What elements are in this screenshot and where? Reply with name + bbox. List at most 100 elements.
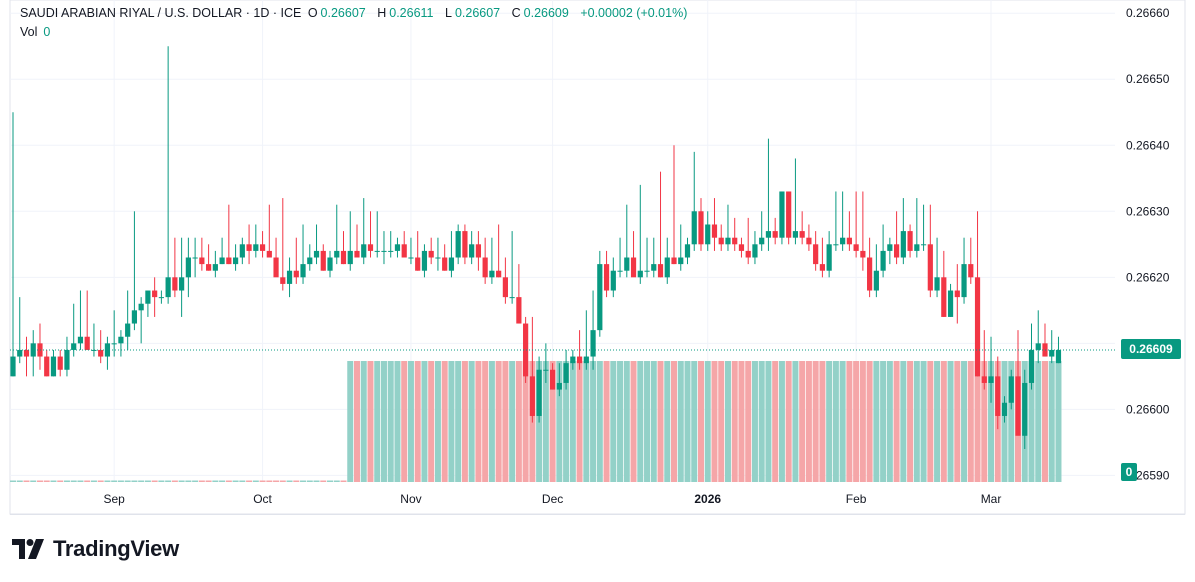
open-label: O: [307, 6, 318, 20]
volume-bar: [380, 361, 387, 482]
candle-body: [455, 231, 461, 258]
candle-body: [415, 257, 421, 271]
candle-body: [475, 244, 482, 258]
candle-body: [651, 264, 657, 271]
volume-bar: [151, 480, 158, 482]
candle: [947, 283, 954, 317]
candle-body: [893, 244, 900, 258]
candle: [1035, 310, 1041, 364]
volume-bar: [981, 361, 988, 482]
candle-body: [212, 264, 218, 271]
candle: [610, 257, 616, 298]
candle-body: [543, 369, 549, 371]
volume-bar: [583, 361, 590, 482]
candle: [819, 237, 825, 278]
candle: [570, 349, 576, 370]
candle: [64, 336, 70, 377]
candle: [158, 290, 164, 304]
candle: [1042, 323, 1048, 357]
candle-body: [1001, 402, 1008, 416]
volume-bar: [826, 361, 833, 482]
candle: [900, 198, 906, 265]
candle-body: [590, 330, 596, 357]
candle: [657, 171, 664, 278]
candle: [469, 231, 475, 265]
symbol-legend: SAUDI ARABIAN RIYAL / U.S. DOLLAR · 1D ·…: [20, 6, 690, 20]
chart-area[interactable]: 0.265900.266000.266100.266200.266300.266…: [0, 0, 1195, 515]
candle-body: [745, 250, 751, 258]
candle: [44, 349, 50, 377]
candle-body: [192, 257, 198, 259]
volume-bar: [590, 361, 597, 482]
volume-bar: [428, 361, 435, 482]
candle-body: [516, 297, 522, 324]
candle: [334, 204, 340, 265]
volume-bar: [724, 361, 731, 482]
volume-bar: [940, 361, 947, 482]
candle-body: [482, 257, 488, 278]
candle-body: [84, 336, 90, 350]
candle: [502, 257, 508, 304]
volume-bar: [711, 361, 718, 482]
candle: [286, 257, 293, 298]
volume-bar: [185, 480, 192, 482]
volume-bar: [239, 480, 246, 482]
candle: [232, 244, 239, 271]
volume-bar: [293, 480, 300, 482]
volume-bar: [772, 361, 779, 482]
volume-bar: [967, 361, 974, 482]
candle-body: [941, 277, 947, 317]
candle: [489, 237, 495, 284]
candle-body: [293, 270, 299, 278]
candle: [246, 224, 252, 265]
candle: [590, 290, 596, 370]
volume-bar: [1048, 361, 1055, 482]
open-value: 0.26607: [320, 6, 366, 20]
candle: [266, 204, 272, 258]
volume-bar: [104, 480, 111, 482]
candle: [253, 224, 259, 258]
candle: [327, 250, 333, 278]
candle: [995, 356, 1001, 430]
price-chart[interactable]: 0.265900.266000.266100.266200.266300.266…: [0, 0, 1195, 515]
candle-body: [934, 277, 940, 291]
volume-bar: [16, 480, 23, 482]
candle: [165, 46, 171, 304]
volume-bar: [144, 480, 151, 482]
volume-bar: [407, 361, 414, 482]
candle: [17, 297, 23, 364]
last-price-tag: 0.26609: [1121, 339, 1181, 359]
candle-body: [887, 244, 893, 251]
change-value: +0.00002 (+0.01%): [580, 6, 688, 20]
volume-bar: [320, 480, 327, 482]
y-tick-label: 0.26600: [1126, 402, 1170, 416]
volume-bar: [347, 361, 354, 482]
candle: [57, 349, 63, 377]
volume-bar: [569, 361, 576, 482]
candle-body: [300, 264, 306, 278]
candle: [678, 224, 684, 271]
candle: [104, 336, 111, 370]
candle-body: [873, 270, 879, 291]
candle-body: [819, 264, 825, 271]
symbol-title[interactable]: SAUDI ARABIAN RIYAL / U.S. DOLLAR · 1D ·…: [20, 6, 302, 20]
volume-bar: [819, 361, 826, 482]
volume-bar: [954, 361, 961, 482]
candle: [496, 224, 502, 278]
candle: [50, 349, 57, 377]
volume-bar: [988, 361, 995, 482]
volume-bar: [502, 361, 509, 482]
candle: [523, 316, 529, 383]
volume-bar: [306, 480, 313, 482]
volume-bar: [853, 361, 860, 482]
tradingview-brand[interactable]: TradingView: [12, 536, 179, 562]
candle: [799, 211, 805, 245]
candle: [401, 231, 407, 258]
volume-bar: [1035, 361, 1042, 482]
volume-label[interactable]: Vol: [20, 25, 38, 39]
candle-body: [30, 343, 36, 357]
candle: [860, 191, 866, 271]
candle-body: [907, 231, 913, 251]
volume-bar: [495, 361, 502, 482]
x-tick-label: Dec: [542, 492, 563, 506]
